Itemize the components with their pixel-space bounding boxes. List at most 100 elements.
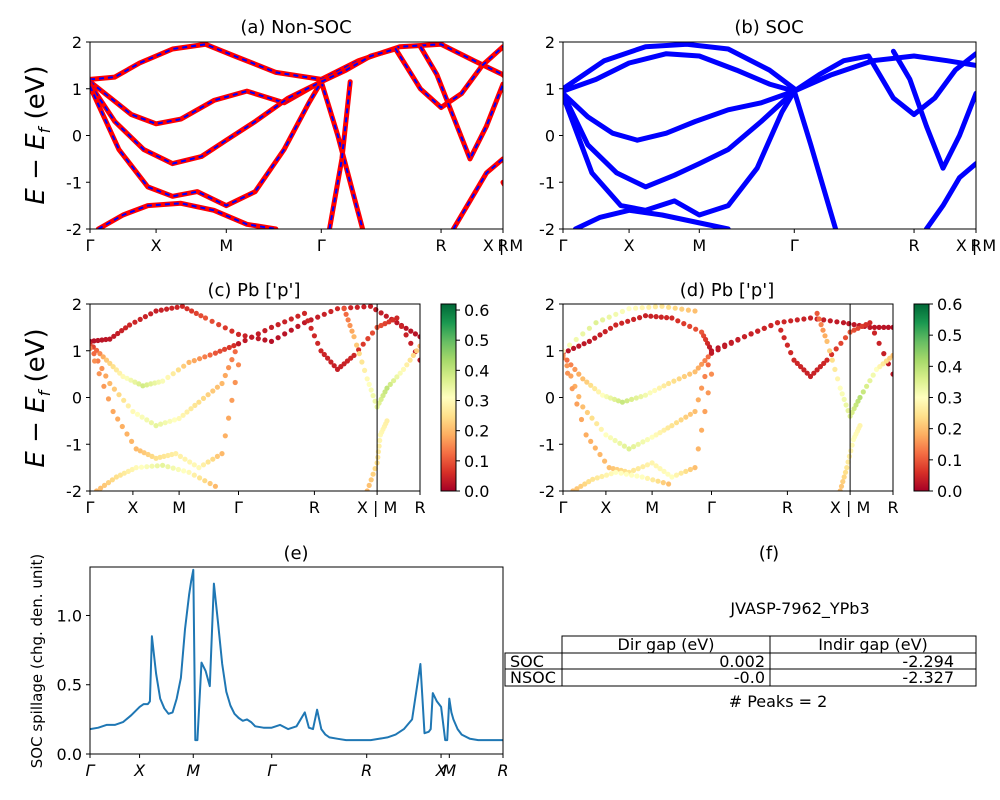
band-point-c-2	[158, 421, 164, 427]
band-point-d-6	[816, 316, 822, 322]
band-point-c-2	[210, 388, 216, 394]
band-point-c-2	[196, 399, 202, 405]
band-point-c-1	[120, 373, 126, 380]
band-point-c-0	[202, 315, 209, 321]
ytick-label-e: 1.0	[57, 606, 82, 625]
band-point-d-3	[705, 390, 711, 396]
band-point-d-4	[574, 486, 580, 491]
xtick-label-a: R	[435, 236, 446, 255]
band-line-b-2	[563, 88, 797, 190]
band-point-c-4	[154, 463, 160, 469]
band-point-d-6	[867, 378, 873, 384]
band-point-d-6	[818, 322, 824, 328]
band-point-d-1	[633, 395, 639, 401]
band-point-c-1	[144, 382, 150, 388]
band-point-c-3	[205, 459, 211, 465]
band-point-d-4	[594, 475, 600, 481]
band-point-d-0	[592, 335, 598, 341]
band-point-d-5	[890, 371, 893, 377]
panel-f-gap-table: (f) JVASP-7962_YPb3 # Peaks = 2 Dir gap …	[504, 543, 977, 711]
band-point-d-8	[679, 306, 685, 312]
band-point-c-4	[149, 463, 155, 469]
band-point-d-8	[580, 331, 586, 337]
band-point-c-6	[347, 322, 353, 329]
band-point-c-4	[117, 472, 123, 478]
band-point-c-5	[242, 337, 248, 344]
band-point-c-3	[96, 371, 102, 377]
band-point-d-2	[640, 439, 646, 445]
panel-e-ylabel: SOC spillage (chg. den. unit)	[28, 554, 46, 769]
band-point-c-0	[111, 333, 117, 339]
colorbar-tick-label-c: 0.5	[464, 331, 489, 350]
band-point-c-1	[212, 350, 218, 356]
band-point-c-0	[348, 305, 354, 311]
band-point-d-4	[650, 477, 656, 483]
band-line-a-1	[90, 79, 324, 127]
band-point-c-0	[174, 304, 180, 310]
band-point-c-6	[351, 334, 357, 340]
band-point-d-3	[640, 464, 646, 470]
band-point-c-3	[232, 379, 238, 386]
band-point-d-2	[612, 437, 618, 444]
band-point-d-1	[611, 396, 618, 402]
band-point-c-5	[315, 340, 321, 346]
band-point-d-0	[821, 317, 827, 323]
band-point-c-2	[188, 406, 194, 412]
ytick-label-d: 0	[545, 389, 555, 408]
band-point-d-6	[857, 394, 863, 401]
band-point-d-4	[623, 471, 630, 477]
ytick-label-b: 1	[545, 80, 555, 99]
band-point-d-3	[673, 472, 680, 478]
band-point-d-3	[563, 355, 566, 361]
band-point-d-4	[599, 473, 605, 480]
band-point-c-5	[408, 340, 414, 346]
band-point-c-5	[301, 310, 308, 316]
xtick-label-c: Γ	[234, 498, 243, 517]
band-point-d-5	[801, 367, 807, 373]
band-point-d-5	[817, 364, 824, 370]
band-point-d-2	[653, 432, 659, 438]
band-point-d-6	[843, 402, 849, 408]
band-point-c-1	[136, 381, 142, 387]
band-point-d-1	[638, 394, 644, 400]
band-point-d-6	[827, 348, 833, 354]
band-point-c-5	[378, 322, 384, 329]
band-point-d-6	[832, 366, 838, 372]
xtick-label-c: Γ	[86, 498, 95, 517]
band-point-d-4	[578, 483, 584, 489]
band-point-c-2	[125, 403, 131, 409]
band-line-b-0	[563, 51, 976, 94]
band-point-d-0	[571, 345, 577, 351]
ytick-label-d: 1	[545, 342, 555, 361]
band-point-c-1	[113, 367, 119, 373]
band-point-d-5	[722, 343, 728, 350]
band-point-c-6	[391, 378, 397, 384]
band-point-c-1	[103, 357, 110, 363]
band-point-d-6	[814, 310, 820, 316]
band-point-d-8	[563, 348, 566, 354]
band-point-c-5	[351, 352, 357, 358]
band-point-d-0	[840, 320, 847, 326]
band-point-c-5	[328, 359, 334, 365]
band-point-c-3	[110, 408, 116, 415]
band-point-c-1	[152, 380, 158, 386]
band-point-c-5	[295, 313, 301, 319]
band-point-c-3	[222, 433, 228, 439]
band-point-c-0	[222, 325, 228, 331]
band-point-d-0	[675, 318, 681, 324]
band-point-d-5	[748, 331, 754, 337]
band-point-c-7	[372, 466, 378, 472]
band-point-c-0	[123, 325, 129, 331]
xtick-label-d: R	[782, 498, 793, 517]
colorbar-tick-label-d: 0.2	[937, 420, 962, 439]
band-point-d-5	[871, 330, 878, 336]
xtick-label-a: X	[151, 236, 162, 255]
band-point-c-3	[145, 451, 151, 458]
band-point-d-5	[741, 334, 748, 340]
band-point-c-5	[235, 341, 242, 347]
band-line-a-4	[95, 200, 279, 229]
band-point-c-1	[148, 381, 154, 387]
band-point-c-2	[222, 372, 228, 379]
colorbar-tick-label-c: 0.4	[464, 361, 489, 380]
colorbar-tick-label-c: 0.2	[464, 422, 489, 441]
